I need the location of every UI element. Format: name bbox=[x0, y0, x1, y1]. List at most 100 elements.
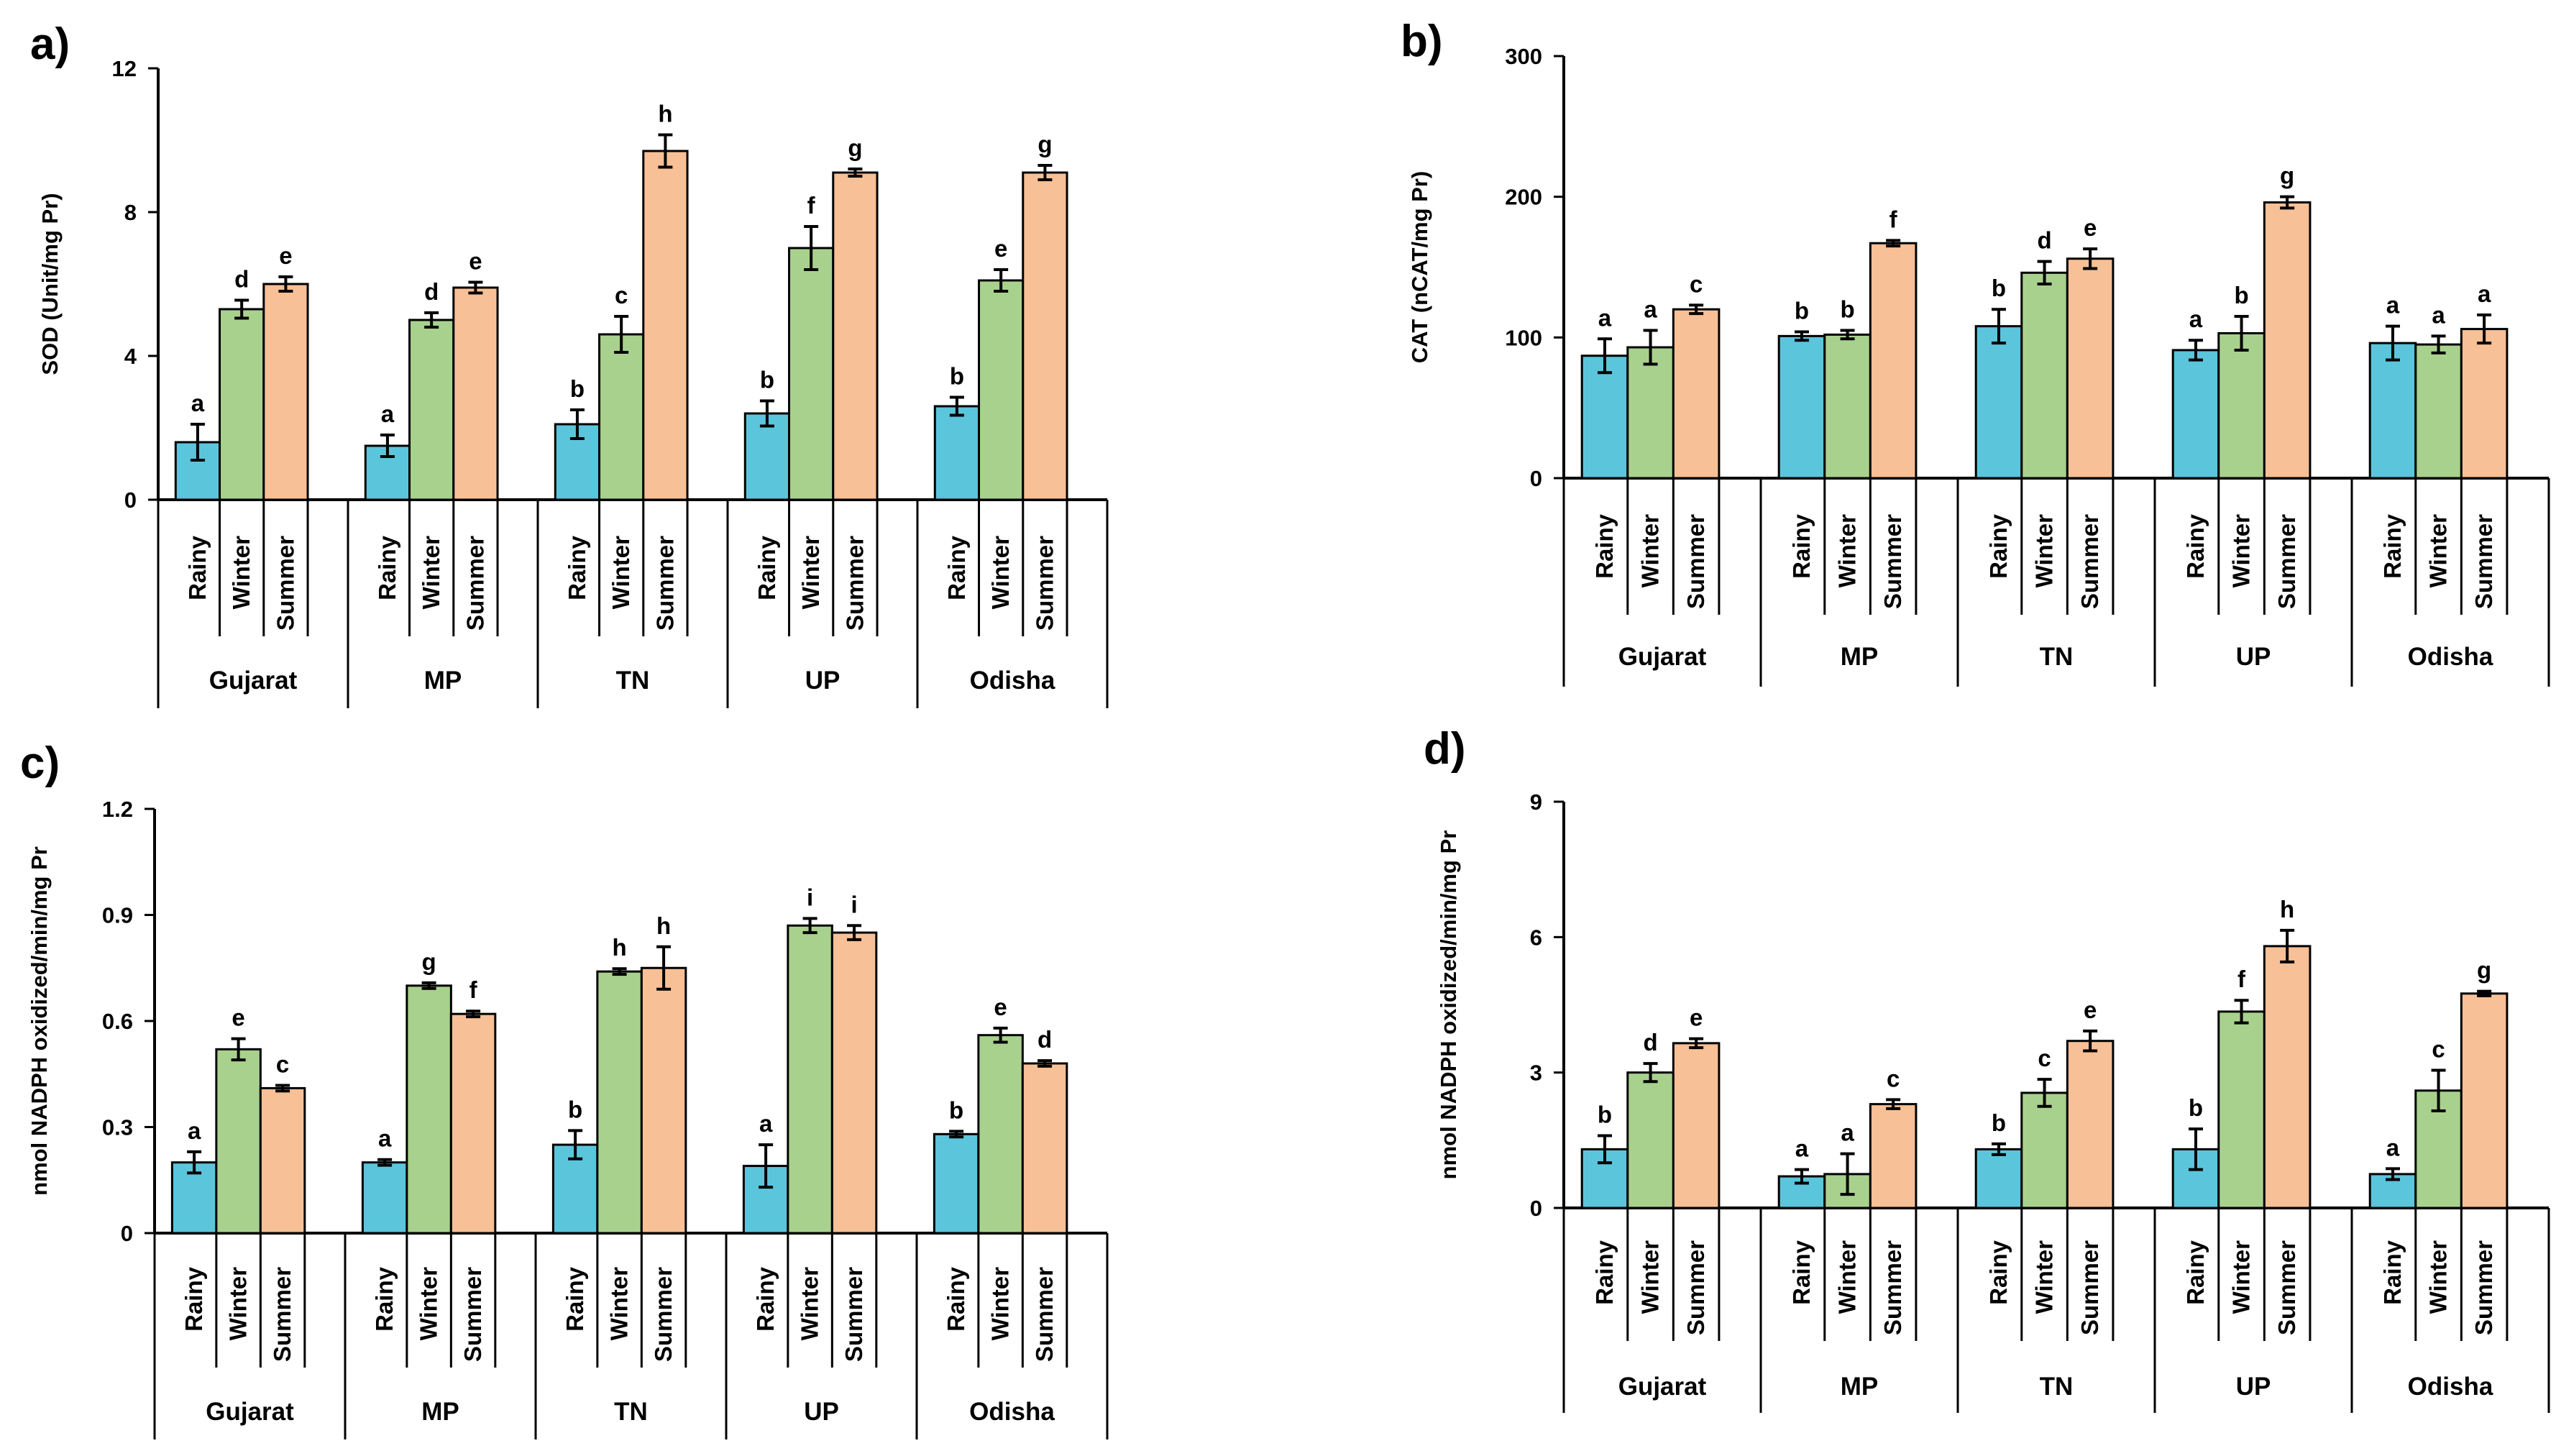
season-label: Winter bbox=[608, 536, 634, 610]
significance-letter: e bbox=[2084, 214, 2097, 241]
significance-letter: g bbox=[2280, 162, 2294, 189]
significance-letter: a bbox=[2189, 306, 2203, 332]
region-label: MP bbox=[421, 1398, 459, 1426]
chart-panel-2: b) CAT (nCAT/mg Pr) 0 100 200 300 Gujarat a Rain… bbox=[1401, 17, 2550, 687]
significance-letter: b bbox=[949, 1096, 963, 1123]
significance-letter: b bbox=[1992, 275, 2006, 301]
season-label: Rainy bbox=[1985, 513, 2012, 579]
significance-letter: e bbox=[2084, 997, 2097, 1023]
region-label: TN bbox=[616, 667, 650, 695]
bar-winter bbox=[787, 924, 833, 1235]
bar-winter bbox=[598, 333, 645, 501]
bar-summer bbox=[1869, 242, 1918, 480]
bar-winter bbox=[596, 970, 643, 1235]
season-label: Rainy bbox=[2182, 513, 2209, 579]
region-label: Gujarat bbox=[209, 667, 298, 695]
season-label: Summer bbox=[841, 536, 868, 631]
significance-letter: c bbox=[1887, 1065, 1900, 1091]
significance-letter: e bbox=[994, 235, 1007, 262]
region-label: Odisha bbox=[2408, 643, 2493, 671]
significance-letter: e bbox=[232, 1004, 244, 1031]
season-label: Summer bbox=[462, 536, 488, 631]
bar-summer bbox=[2066, 257, 2115, 480]
bar-rainy bbox=[1580, 354, 1629, 480]
chart-panel-1: a) SOD (Unit/mg Pr) 0 4 8 12 Gujarat a Rainy d Win… bbox=[30, 19, 1109, 708]
season-label: Rainy bbox=[1985, 1240, 2012, 1305]
bar-winter bbox=[408, 319, 455, 501]
season-label: Summer bbox=[2273, 1240, 2300, 1335]
bar-summer bbox=[262, 283, 309, 501]
significance-letter: i bbox=[851, 891, 857, 917]
season-label: Summer bbox=[1879, 1240, 1906, 1335]
significance-letter: a bbox=[2386, 1134, 2400, 1160]
significance-letter: b bbox=[950, 363, 964, 390]
significance-letter: b bbox=[760, 367, 774, 393]
bar-summer bbox=[830, 931, 878, 1235]
significance-letter: a bbox=[1841, 1120, 1854, 1146]
y-tick-label: 200 bbox=[1505, 185, 1542, 210]
bar-summer bbox=[1869, 1103, 1918, 1209]
panel-label: b) bbox=[1401, 17, 1443, 66]
region-label: Gujarat bbox=[1618, 643, 1707, 671]
season-label: Rainy bbox=[184, 535, 211, 600]
bar-summer bbox=[2263, 945, 2312, 1209]
significance-letter: e bbox=[279, 242, 292, 269]
significance-letter: c bbox=[2038, 1045, 2051, 1071]
bar-summer bbox=[2066, 1040, 2115, 1209]
y-axis-title: SOD (Unit/mg Pr) bbox=[37, 193, 63, 375]
bar-winter bbox=[215, 1048, 262, 1235]
panel-label: a) bbox=[30, 19, 70, 69]
bar-winter bbox=[1823, 333, 1872, 480]
bar-rainy bbox=[1974, 325, 2023, 480]
y-tick-label: 300 bbox=[1505, 44, 1542, 69]
region-label: UP bbox=[805, 667, 840, 695]
significance-letter: a bbox=[2432, 301, 2445, 328]
significance-letter: a bbox=[1598, 304, 1612, 331]
y-tick-label: 3 bbox=[1530, 1061, 1542, 1086]
season-label: Summer bbox=[650, 1267, 677, 1362]
significance-letter: a bbox=[1644, 296, 1657, 323]
season-label: Winter bbox=[606, 1267, 633, 1341]
significance-letter: b bbox=[1992, 1109, 2006, 1136]
y-tick-label: 0 bbox=[124, 487, 137, 513]
season-label: Winter bbox=[2031, 514, 2058, 588]
bar-winter bbox=[219, 308, 265, 501]
season-label: Summer bbox=[1879, 514, 1906, 609]
season-label: Winter bbox=[1637, 514, 1664, 588]
season-label: Rainy bbox=[753, 535, 780, 600]
y-axis-title: CAT (nCAT/mg Pr) bbox=[1407, 171, 1432, 363]
season-label: Rainy bbox=[564, 535, 590, 600]
bar-winter bbox=[977, 1034, 1024, 1235]
significance-letter: h bbox=[656, 912, 671, 939]
significance-letter: b bbox=[1840, 296, 1854, 323]
season-label: Rainy bbox=[180, 1266, 207, 1332]
region-label: Odisha bbox=[969, 1398, 1055, 1426]
bar-summer bbox=[642, 150, 689, 501]
significance-letter: g bbox=[848, 134, 862, 161]
bar-winter bbox=[406, 984, 452, 1235]
chart-panel-4: d) nmol NADPH oxidized/min/mg Pr 0 3 6 9 Gujar… bbox=[1424, 724, 2550, 1413]
y-tick-label: 12 bbox=[112, 56, 137, 81]
significance-letter: i bbox=[807, 884, 813, 910]
significance-letter: b bbox=[1795, 298, 1809, 324]
significance-letter: d bbox=[424, 278, 439, 305]
region-label: TN bbox=[614, 1398, 648, 1426]
significance-letter: a bbox=[378, 1125, 392, 1152]
y-tick-label: 6 bbox=[1530, 925, 1542, 950]
season-label: Winter bbox=[1834, 1240, 1861, 1314]
bar-rainy bbox=[361, 1161, 408, 1235]
region-label: MP bbox=[1841, 1373, 1879, 1401]
y-tick-label: 0.6 bbox=[102, 1009, 133, 1034]
bar-rainy bbox=[2368, 342, 2417, 480]
significance-letter: c bbox=[615, 282, 628, 308]
significance-letter: h bbox=[658, 101, 672, 127]
bar-summer bbox=[1672, 1042, 1721, 1209]
significance-letter: e bbox=[469, 248, 482, 275]
region-label: UP bbox=[2236, 643, 2271, 671]
season-label: Rainy bbox=[2182, 1240, 2209, 1305]
bar-summer bbox=[1672, 308, 1721, 480]
significance-letter: b bbox=[1598, 1102, 1612, 1128]
y-tick-label: 0 bbox=[1530, 466, 1542, 491]
region-label: Gujarat bbox=[206, 1398, 294, 1426]
